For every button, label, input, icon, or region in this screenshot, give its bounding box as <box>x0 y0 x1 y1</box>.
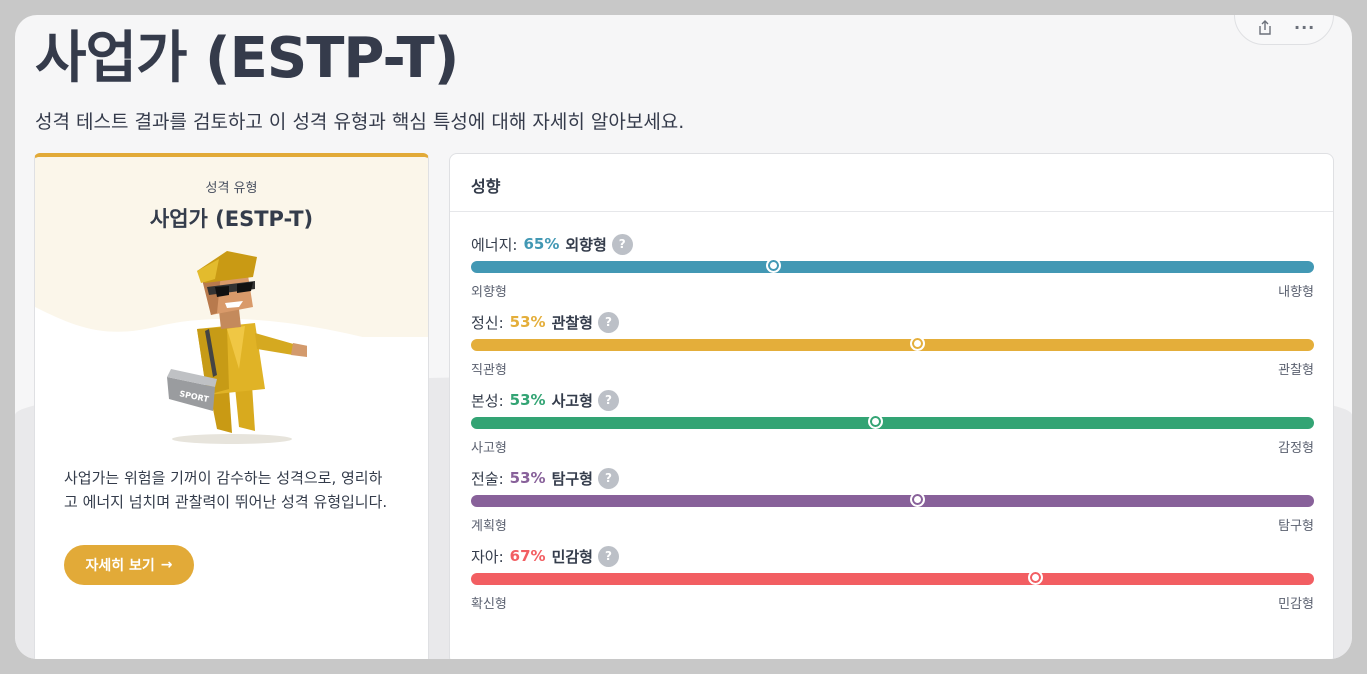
help-icon[interactable]: ? <box>597 545 619 567</box>
trait-right-label: 내향형 <box>1278 285 1314 300</box>
trait-label: 전술: 53% 탐구형? <box>471 467 619 489</box>
help-icon[interactable]: ? <box>597 467 619 489</box>
page-title: 사업가 (ESTP-T) <box>35 26 459 91</box>
arrow-right-icon: → <box>160 557 173 573</box>
trait-category: 자아: <box>471 547 504 566</box>
trait-right-label: 감정형 <box>1278 441 1314 456</box>
trait-category: 전술: <box>471 469 504 488</box>
help-icon[interactable]: ? <box>611 233 633 255</box>
read-more-label: 자세히 보기 <box>85 558 155 574</box>
trait-left-label: 외향형 <box>471 285 507 300</box>
share-icon[interactable] <box>1257 20 1273 36</box>
more-icon[interactable]: ··· <box>1294 18 1316 37</box>
trait-type: 탐구형 <box>551 469 593 488</box>
trait-slider-knob[interactable] <box>766 258 782 273</box>
trait-slider-knob[interactable] <box>1027 570 1043 585</box>
trait-percent: 53% <box>509 391 546 409</box>
trait-right-label: 민감형 <box>1278 597 1314 612</box>
trait-bar <box>471 573 1314 585</box>
trait-row: 자아: 67% 민감형? 확신형 민감형 <box>471 545 1314 617</box>
type-label: 성격 유형 <box>205 181 258 196</box>
trait-type: 민감형 <box>551 547 593 566</box>
trait-row: 전술: 53% 탐구형? 계획형 탐구형 <box>471 467 1314 539</box>
trait-category: 본성: <box>471 391 504 410</box>
trait-category: 에너지: <box>471 235 518 254</box>
trait-bar <box>471 261 1314 273</box>
trait-type: 외향형 <box>565 235 607 254</box>
traits-title: 성향 <box>450 154 1333 212</box>
traits-card: 성향 에너지: 65% 외향형? 외향형 내향형 정신: 53% 관찰형? 직관형 관찰형 본성: 5… <box>449 153 1334 659</box>
type-name: 사업가 (ESTP-T) <box>149 207 314 231</box>
trait-percent: 67% <box>509 547 546 565</box>
trait-bar <box>471 417 1314 429</box>
trait-slider-knob[interactable] <box>909 336 925 351</box>
page-subtitle: 성격 테스트 결과를 검토하고 이 성격 유형과 핵심 특성에 대해 자세히 알… <box>35 111 685 133</box>
type-description: 사업가는 위험을 기꺼이 감수하는 성격으로, 영리하고 에너지 넘치며 관찰력… <box>64 469 388 511</box>
help-icon[interactable]: ? <box>597 311 619 333</box>
trait-category: 정신: <box>471 313 504 332</box>
trait-right-label: 관찰형 <box>1278 363 1314 378</box>
read-more-button[interactable]: 자세히 보기 → <box>64 545 194 585</box>
trait-bar <box>471 339 1314 351</box>
trait-left-label: 확신형 <box>471 597 507 612</box>
trait-left-label: 사고형 <box>471 441 507 456</box>
entrepreneur-avatar: SPORT <box>167 251 307 444</box>
trait-slider-knob[interactable] <box>909 492 925 507</box>
trait-bar <box>471 495 1314 507</box>
trait-label: 자아: 67% 민감형? <box>471 545 619 567</box>
page-container: ··· 사업가 (ESTP-T) 성격 테스트 결과를 검토하고 이 성격 유형… <box>15 15 1352 659</box>
trait-label: 에너지: 65% 외향형? <box>471 233 633 255</box>
trait-percent: 53% <box>509 313 546 331</box>
trait-percent: 65% <box>523 235 560 253</box>
trait-label: 본성: 53% 사고형? <box>471 389 619 411</box>
trait-right-label: 탐구형 <box>1278 519 1314 534</box>
help-icon[interactable]: ? <box>597 389 619 411</box>
trait-percent: 53% <box>509 469 546 487</box>
trait-type: 사고형 <box>551 391 593 410</box>
trait-row: 본성: 53% 사고형? 사고형 감정형 <box>471 389 1314 461</box>
trait-row: 에너지: 65% 외향형? 외향형 내향형 <box>471 233 1314 305</box>
personality-type-card: 성격 유형 사업가 (ESTP-T) SPORT <box>34 153 429 659</box>
trait-left-label: 직관형 <box>471 363 507 378</box>
trait-slider-knob[interactable] <box>867 414 883 429</box>
action-pill: ··· <box>1234 15 1334 45</box>
trait-left-label: 계획형 <box>471 519 507 534</box>
trait-label: 정신: 53% 관찰형? <box>471 311 619 333</box>
trait-row: 정신: 53% 관찰형? 직관형 관찰형 <box>471 311 1314 383</box>
trait-type: 관찰형 <box>551 313 593 332</box>
